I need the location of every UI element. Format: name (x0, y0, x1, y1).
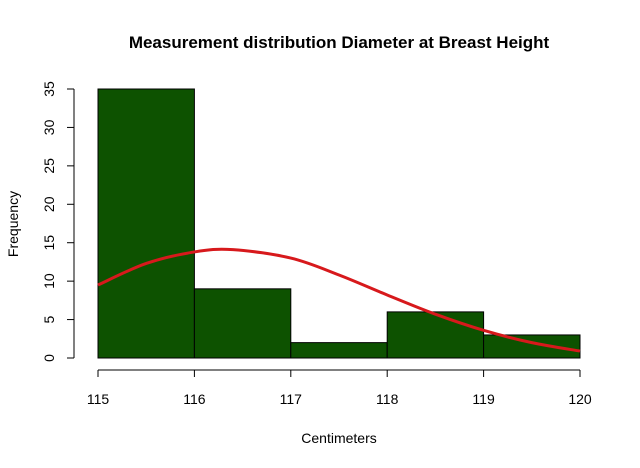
y-tick-label: 0 (41, 354, 57, 362)
y-tick-label: 25 (41, 158, 57, 174)
histogram-bar (386, 311, 485, 359)
y-tick-label: 10 (41, 273, 57, 289)
x-tick-label: 120 (568, 391, 592, 407)
chart-title: Measurement distribution Diameter at Bre… (129, 33, 550, 52)
x-tick-label: 118 (376, 391, 399, 407)
x-tick-label: 116 (183, 391, 206, 407)
x-axis-label: Centimeters (301, 430, 376, 446)
y-tick-label: 20 (41, 196, 57, 212)
y-axis-label: Frequency (5, 191, 21, 257)
y-tick-label: 35 (41, 81, 57, 97)
density-curve-layer (97, 247, 581, 353)
histogram-bar (483, 334, 581, 359)
y-tick-label: 5 (41, 315, 57, 323)
y-tick-label: 30 (41, 119, 57, 135)
histogram-bar (193, 288, 292, 359)
histogram-bar (290, 342, 388, 359)
y-axis: 0 5 10 15 20 25 30 35 (41, 81, 75, 362)
y-tick-label: 15 (41, 235, 57, 251)
histogram-bar (97, 88, 195, 359)
x-tick-label: 115 (87, 391, 110, 407)
x-tick-label: 117 (280, 391, 303, 407)
density-curve (97, 247, 581, 353)
histogram-bars (97, 88, 581, 359)
x-tick-label: 119 (472, 391, 495, 407)
x-axis: 115 116 117 118 119 120 (87, 369, 592, 407)
